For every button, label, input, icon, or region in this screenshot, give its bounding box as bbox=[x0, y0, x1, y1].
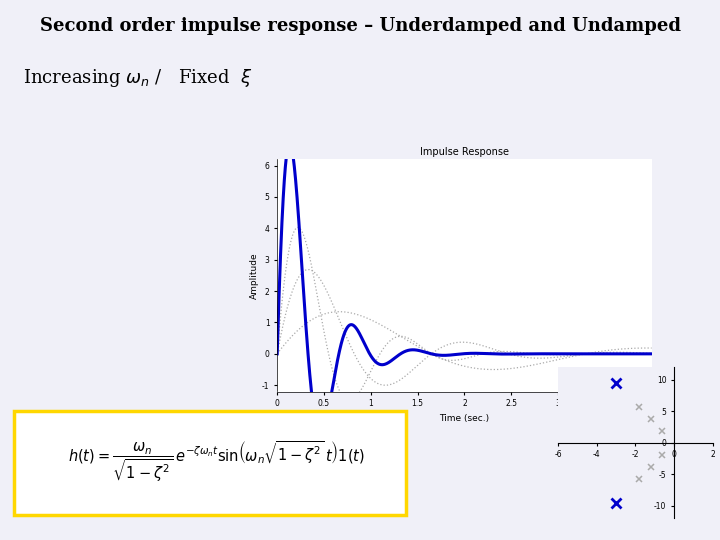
Text: Increasing $\omega_n$ /   Fixed  $\xi$: Increasing $\omega_n$ / Fixed $\xi$ bbox=[23, 67, 253, 89]
Title: Impulse Response: Impulse Response bbox=[420, 147, 509, 157]
X-axis label: Time (sec.): Time (sec.) bbox=[439, 414, 490, 423]
Text: $h(t) = \dfrac{\omega_n}{\sqrt{1-\zeta^2}}\,e^{-\zeta\omega_n t}\sin\!\left(\ome: $h(t) = \dfrac{\omega_n}{\sqrt{1-\zeta^2… bbox=[68, 440, 364, 484]
FancyBboxPatch shape bbox=[14, 410, 405, 515]
Text: Second order impulse response – Underdamped and Undamped: Second order impulse response – Underdam… bbox=[40, 17, 680, 35]
Y-axis label: Amplitude: Amplitude bbox=[251, 252, 259, 299]
